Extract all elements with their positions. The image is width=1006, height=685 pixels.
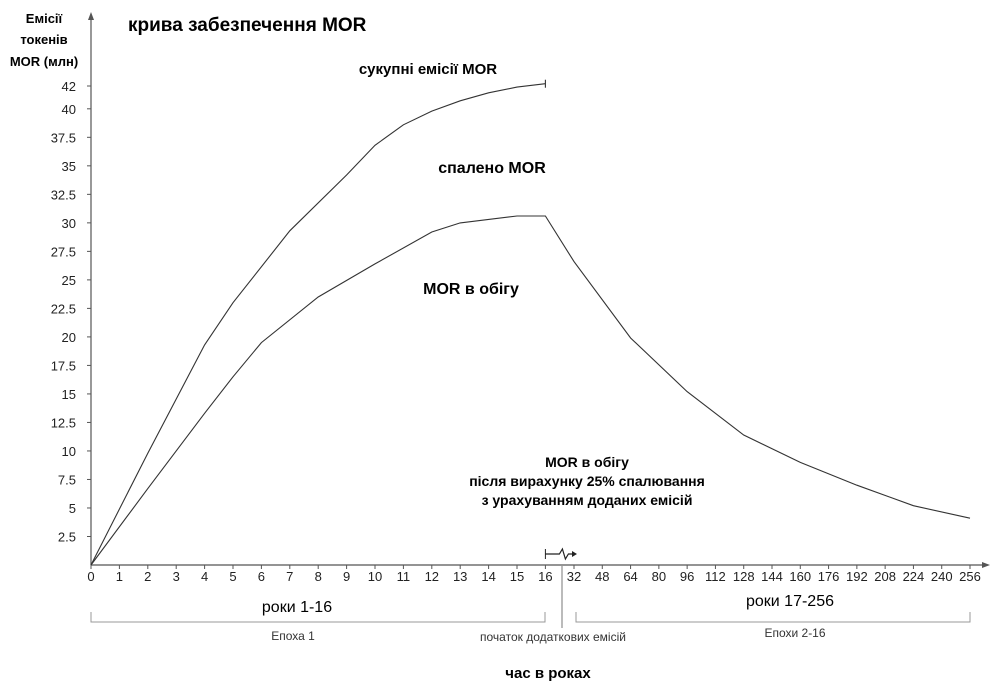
years-left-label: роки 1-16 — [262, 599, 332, 616]
x-tick-label: 256 — [959, 569, 981, 584]
bracket-epochs-2-16 — [575, 612, 971, 623]
y-tick-label: 27.5 — [51, 244, 76, 259]
series-label-cumulative: сукупні емісії MOR — [359, 61, 497, 78]
x-tick-label: 240 — [931, 569, 953, 584]
axis-break-marker — [545, 547, 574, 561]
x-tick-label: 11 — [397, 569, 411, 584]
y-tick-label: 2.5 — [58, 529, 76, 544]
annotation-after-burn-line2: після вирахунку 25% спалювання — [469, 473, 705, 489]
x-tick-label: 8 — [315, 569, 322, 584]
x-tick-label: 192 — [846, 569, 868, 584]
y-axis-arrow — [88, 12, 94, 20]
x-tick-label: 2 — [144, 569, 151, 584]
x-tick-label: 5 — [229, 569, 236, 584]
y-axis-label-line2: токенів — [20, 32, 67, 47]
x-tick-label: 112 — [705, 569, 726, 584]
annotation-after-burn-line1: MOR в обігу — [545, 454, 629, 470]
y-tick-label: 20 — [62, 330, 76, 345]
x-tick-label: 7 — [286, 569, 293, 584]
x-tick-label: 6 — [258, 569, 265, 584]
x-tick-label: 13 — [453, 569, 467, 584]
x-tick-label: 64 — [623, 569, 637, 584]
y-tick-label: 5 — [69, 501, 76, 516]
y-tick-label: 32.5 — [51, 187, 76, 202]
epoch-left-label: Епоха 1 — [271, 629, 315, 643]
years-right-label: роки 17-256 — [746, 593, 834, 610]
x-tick-label: 176 — [818, 569, 840, 584]
x-tick-label: 15 — [510, 569, 524, 584]
x-tick-label: 14 — [481, 569, 495, 584]
y-tick-label: 7.5 — [58, 472, 76, 487]
x-tick-label: 96 — [680, 569, 694, 584]
x-axis-arrow — [982, 562, 990, 568]
x-tick-label: 4 — [201, 569, 208, 584]
y-tick-label: 22.5 — [51, 301, 76, 316]
axis-break-arrow — [572, 551, 577, 557]
y-tick-label: 42 — [62, 79, 76, 94]
x-tick-label: 208 — [874, 569, 896, 584]
epoch-right-label: Епохи 2-16 — [764, 626, 825, 640]
x-tick-label: 80 — [652, 569, 666, 584]
x-tick-label: 48 — [595, 569, 609, 584]
x-tick-label: 32 — [567, 569, 581, 584]
series-label-circulating: MOR в обігу — [423, 281, 519, 298]
x-tick-label: 224 — [903, 569, 925, 584]
x-tick-label: 160 — [789, 569, 811, 584]
x-tick-label: 10 — [368, 569, 382, 584]
y-tick-label: 37.5 — [51, 130, 76, 145]
bracket-epoch-1 — [90, 612, 546, 623]
y-tick-label: 30 — [62, 216, 76, 231]
y-tick-label: 10 — [62, 444, 76, 459]
y-tick-label: 15 — [62, 387, 76, 402]
x-tick-label: 1 — [116, 569, 123, 584]
annotation-after-burn-line3: з урахуванням доданих емісій — [482, 492, 693, 508]
series-line-circulating — [90, 215, 971, 566]
chart-title: крива забезпечення MOR — [128, 15, 367, 36]
x-tick-label: 12 — [425, 569, 439, 584]
x-tick-label: 16 — [538, 569, 552, 584]
x-axis-label: час в роках — [505, 665, 591, 682]
x-tick-label: 144 — [761, 569, 783, 584]
annotation-burned: спалено MOR — [438, 160, 546, 177]
series-lines — [90, 79, 971, 566]
y-tick-label: 40 — [62, 102, 76, 117]
y-ticks: 2.5 5 7.5 10 12.5 15 17.5 20 22.5 25 27.5 30 32.5 35 3… — [51, 79, 91, 544]
x-tick-label: 3 — [173, 569, 180, 584]
y-tick-label: 17.5 — [51, 358, 76, 373]
y-axis-label-line1: Емісії — [26, 11, 63, 26]
additional-emissions-label: початок додаткових емісій — [480, 630, 626, 644]
x-tick-label: 9 — [343, 569, 350, 584]
y-axis-label-line3: MOR (млн) — [10, 54, 78, 69]
y-tick-label: 35 — [62, 159, 76, 174]
period-brackets — [90, 566, 971, 628]
y-tick-label: 25 — [62, 273, 76, 288]
x-tick-label: 128 — [733, 569, 755, 584]
y-tick-label: 12.5 — [51, 415, 76, 430]
x-tick-label: 0 — [87, 569, 94, 584]
series-line-cumulative — [90, 83, 546, 566]
x-ticks: 0 1 2 3 4 5 6 7 8 9 10 11 12 13 14 15 16 32 48 64 80 96 112 128… — [87, 565, 981, 584]
